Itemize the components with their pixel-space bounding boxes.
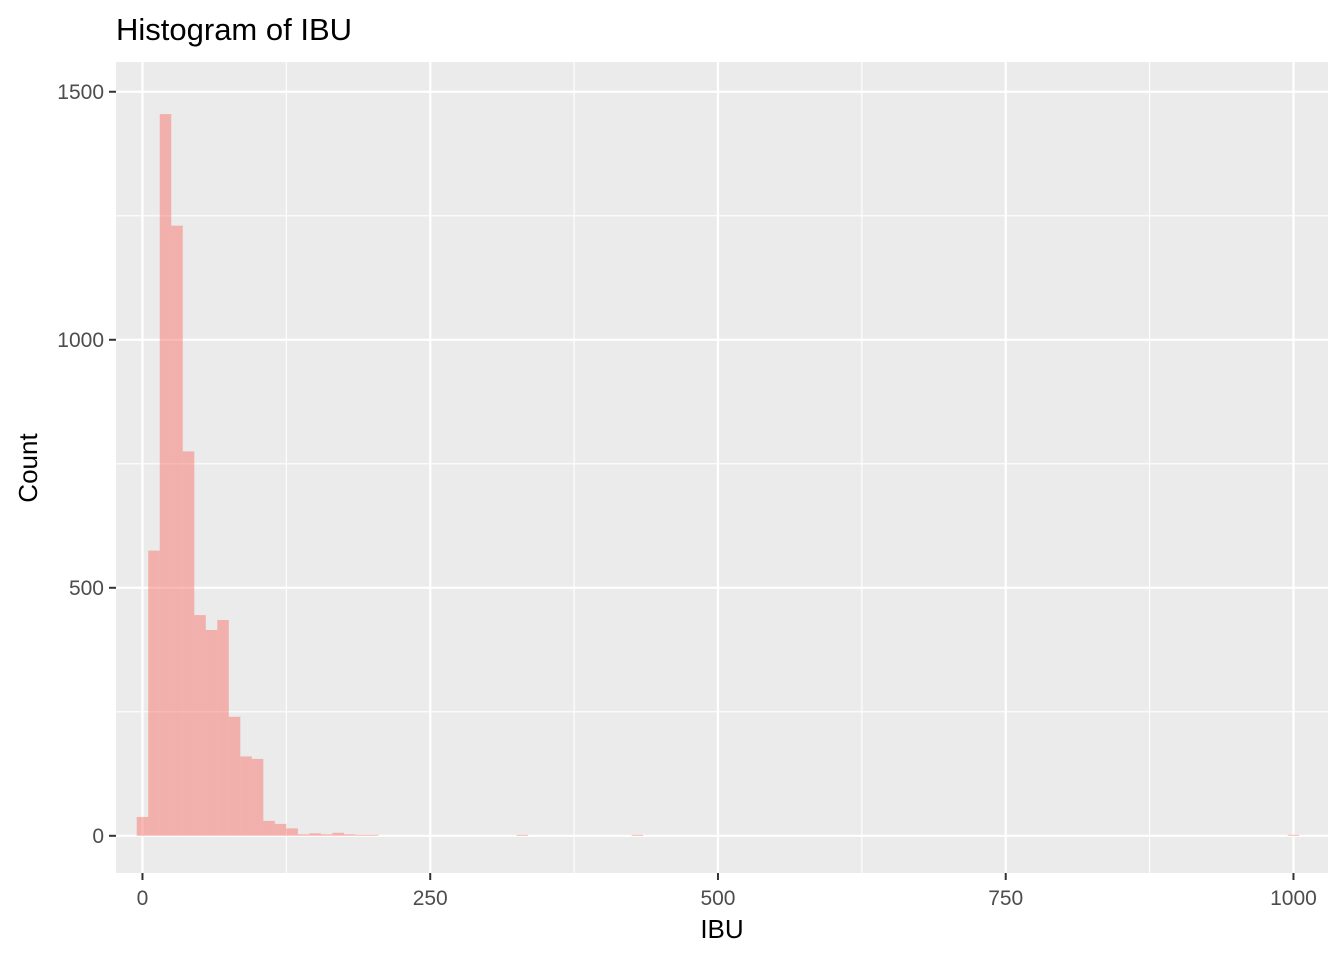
histogram-bar <box>366 834 379 836</box>
histogram-bar <box>205 629 218 836</box>
x-axis-title: IBU <box>700 914 743 944</box>
histogram-bar <box>171 225 183 836</box>
histogram-bar <box>240 756 252 836</box>
histogram-bar <box>182 451 195 836</box>
histogram-bars <box>136 114 1300 836</box>
histogram-bar <box>228 716 241 836</box>
major-gridlines <box>116 62 1328 873</box>
histogram-bar <box>343 834 356 836</box>
histogram-bar <box>297 834 310 836</box>
y-tick-label: 500 <box>69 577 104 600</box>
x-axis-ticks: 0 250 500 750 1000 <box>137 873 1317 910</box>
histogram-bar <box>159 114 172 836</box>
y-axis-ticks: 0 500 1000 1500 <box>57 81 116 848</box>
histogram-bar <box>355 834 367 836</box>
y-axis-title: Count <box>13 433 43 503</box>
histogram-bar <box>286 828 298 836</box>
histogram-bar <box>274 823 287 836</box>
x-tick-label: 250 <box>413 887 448 910</box>
x-tick-label: 1000 <box>1270 887 1317 910</box>
histogram-bar <box>217 620 229 836</box>
histogram-bar <box>1287 834 1300 836</box>
y-tick-label: 1000 <box>57 329 104 352</box>
x-tick-label: 500 <box>700 887 735 910</box>
minor-gridlines <box>116 62 1328 873</box>
histogram-bar <box>194 615 206 836</box>
y-tick-label: 1500 <box>57 81 104 104</box>
y-tick-label: 0 <box>92 825 104 848</box>
x-tick-label: 750 <box>988 887 1023 910</box>
histogram-bar <box>251 758 264 836</box>
histogram-bar <box>516 834 529 836</box>
x-tick-label: 0 <box>137 887 149 910</box>
chart-title: Histogram of IBU <box>116 12 352 47</box>
histogram-bar <box>332 832 344 836</box>
histogram-bar <box>263 820 275 836</box>
histogram-bar <box>309 833 321 836</box>
histogram-bar <box>148 550 160 836</box>
plot-panel <box>116 62 1328 873</box>
histogram-bar <box>136 816 149 836</box>
histogram-bar <box>631 834 644 836</box>
histogram-bar <box>320 834 333 836</box>
